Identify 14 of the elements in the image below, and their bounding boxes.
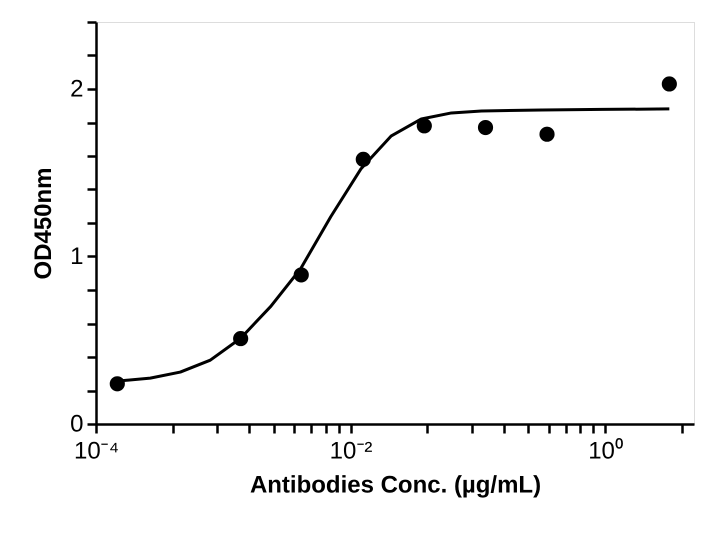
point	[478, 120, 494, 136]
point	[294, 267, 309, 282]
x-tick-label: 10⁻²	[330, 438, 372, 464]
y-tick-label: 1	[70, 243, 84, 270]
y-tick-label: 2	[70, 76, 84, 102]
y-tick-label: 0	[70, 410, 84, 438]
point	[416, 118, 432, 134]
point	[233, 331, 248, 346]
point	[356, 152, 371, 167]
point	[539, 126, 555, 142]
x-tick-label: 10⁰	[588, 438, 623, 464]
y-axis-title: OD450nm	[30, 167, 58, 280]
x-axis-title: Antibodies Conc. (µg/mL)	[250, 472, 542, 498]
x-tick-label: 10⁻⁴	[74, 438, 120, 464]
